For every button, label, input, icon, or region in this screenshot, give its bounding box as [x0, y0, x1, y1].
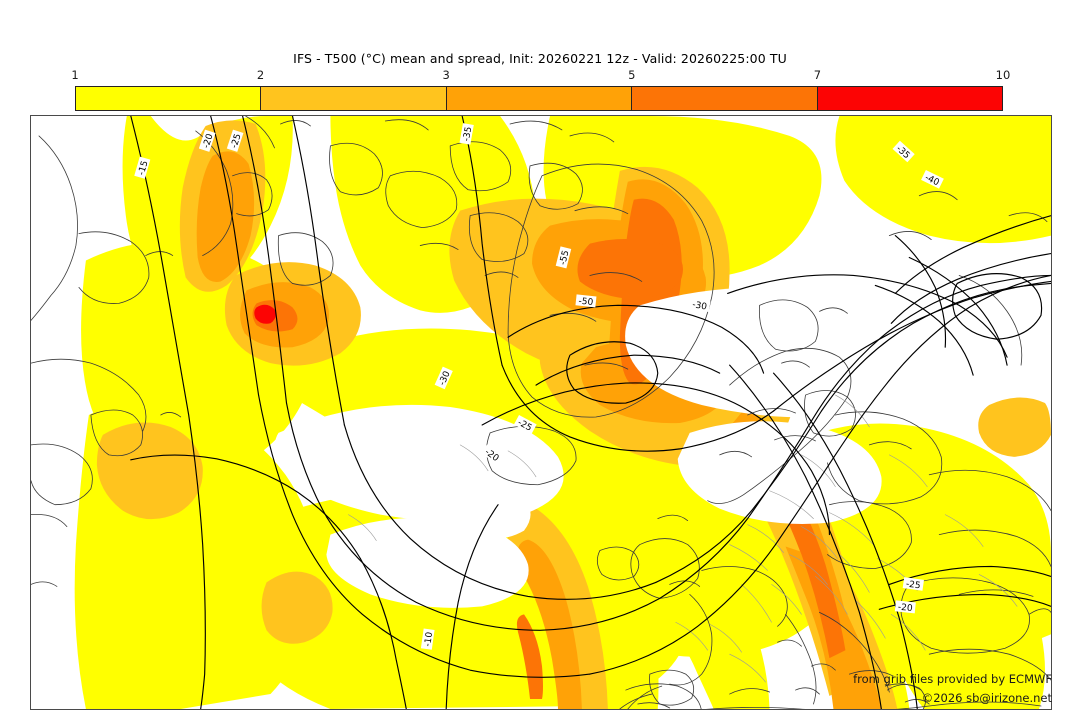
colorbar-tick-5: 5: [628, 68, 636, 82]
attribution-source: from grib files provided by ECMWF: [853, 672, 1052, 686]
colorbar-tick-10: 10: [995, 68, 1011, 82]
colorbar-tick-3: 3: [442, 68, 450, 82]
map-plot-area: -20 -25 -15 -35 -35: [30, 115, 1052, 710]
contour-labels-layer: -20 -25 -15 -35 -35: [134, 123, 944, 650]
colorbar: [75, 86, 1003, 111]
colorbar-segment-2-3: [261, 87, 447, 110]
svg-text:-25: -25: [230, 133, 244, 150]
page-title: IFS - T500 (°C) mean and spread, Init: 2…: [293, 51, 787, 66]
svg-text:-30: -30: [691, 300, 707, 312]
colorbar-segment-7-10: [817, 87, 1003, 110]
colorbar-segment-3-5: [446, 87, 633, 110]
colorbar-segment-1-2: [76, 87, 262, 110]
svg-text:-50: -50: [578, 297, 594, 308]
colorbar-segment-5-7: [632, 87, 818, 110]
svg-text:-20: -20: [202, 132, 216, 149]
svg-text:-35: -35: [462, 126, 474, 142]
spread-shading-layer: [74, 116, 1051, 709]
colorbar-tick-7: 7: [813, 68, 822, 82]
attribution-copyright: ©2026 sb@irizone.net: [921, 691, 1052, 705]
svg-text:-15: -15: [137, 160, 151, 177]
weather-map: -20 -25 -15 -35 -35: [31, 116, 1051, 709]
svg-text:-20: -20: [897, 603, 913, 614]
colorbar-tick-2: 2: [256, 68, 265, 82]
svg-text:-25: -25: [905, 579, 921, 591]
colorbar-segments: [75, 86, 1003, 111]
colorbar-tick-1: 1: [71, 68, 79, 82]
svg-text:-55: -55: [558, 249, 571, 266]
contour-lines-layer: [130, 116, 1051, 709]
spread-below-threshold: [274, 286, 966, 608]
svg-text:-10: -10: [423, 631, 435, 647]
spread-band-7-10: [254, 304, 276, 324]
colorbar-tick-labels: 1 2 3 5 7 10: [71, 68, 1010, 84]
